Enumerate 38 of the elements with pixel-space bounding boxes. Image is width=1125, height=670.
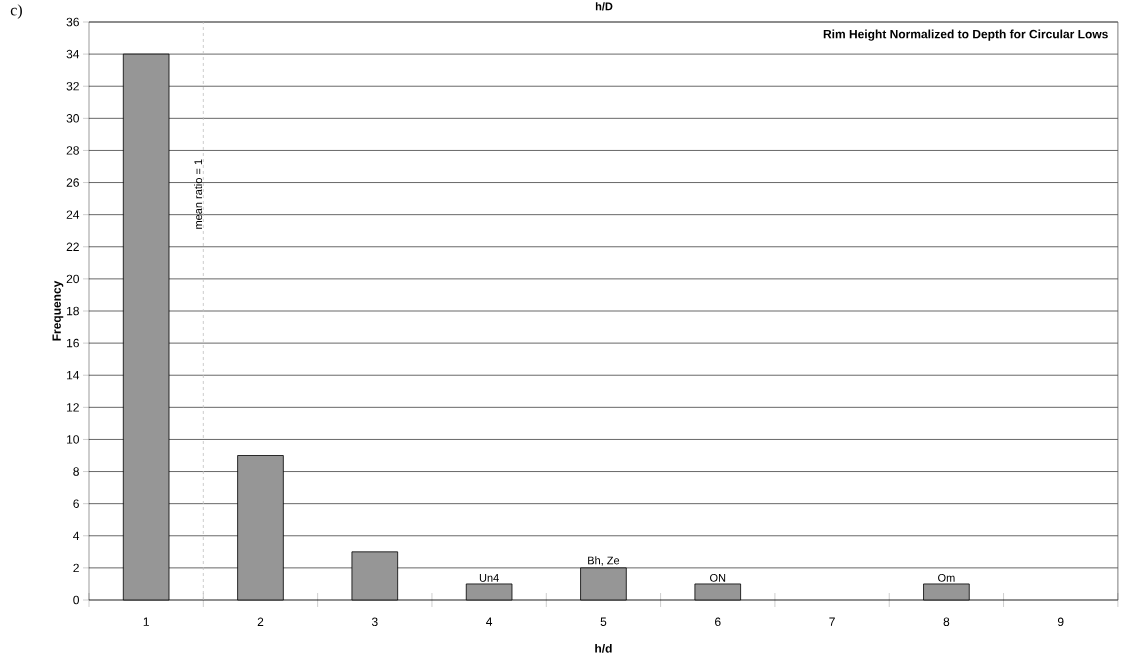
- x-tick-label: 5: [600, 617, 607, 626]
- y-tick-label: 16: [67, 338, 79, 348]
- y-tick-label: 0: [73, 595, 80, 605]
- y-tick-label: 6: [73, 499, 79, 508]
- annotation: Un4: [479, 574, 499, 582]
- x-tick-label: 3: [371, 617, 378, 627]
- ref-line-label: mean ratio = 1: [194, 159, 203, 229]
- y-tick-label: 12: [67, 403, 79, 412]
- y-axis-title: Frequency: [52, 280, 64, 341]
- x-tick-label: 9: [1057, 617, 1064, 627]
- annotation: ON: [710, 573, 726, 582]
- x-tick-label: 4: [486, 617, 493, 626]
- y-tick-label: 34: [66, 49, 80, 59]
- y-tick-label: 28: [66, 146, 79, 155]
- text: Rim Height Normalized to Depth for Circular Lows: [823, 29, 1108, 41]
- y-tick-label: 8: [73, 467, 79, 476]
- annotation: Bh, Ze: [588, 556, 620, 566]
- y-tick-label: 36: [66, 17, 79, 27]
- y-tick-label: 10: [67, 435, 79, 444]
- y-tick-label: 30: [66, 114, 79, 123]
- text: c): [10, 4, 22, 19]
- x-tick-label: 1: [143, 617, 149, 626]
- y-tick-label: 18: [67, 306, 79, 316]
- x-tick-label: 7: [829, 617, 835, 626]
- x-tick-label: 2: [257, 617, 264, 626]
- y-tick-label: 20: [66, 274, 79, 284]
- y-tick-label: 2: [73, 563, 79, 573]
- y-tick-label: 4: [73, 531, 80, 540]
- annotation: Om: [938, 573, 955, 582]
- x-tick-label: 8: [943, 617, 950, 627]
- y-tick-label: 26: [66, 178, 79, 187]
- x-axis-title: h/d: [595, 643, 612, 653]
- y-tick-label: 24: [66, 210, 80, 219]
- text: h/D: [595, 2, 613, 11]
- y-tick-label: 32: [66, 81, 79, 91]
- y-tick-label: 14: [67, 371, 80, 380]
- y-tick-label: 22: [66, 242, 79, 251]
- x-tick-label: 6: [715, 617, 721, 627]
